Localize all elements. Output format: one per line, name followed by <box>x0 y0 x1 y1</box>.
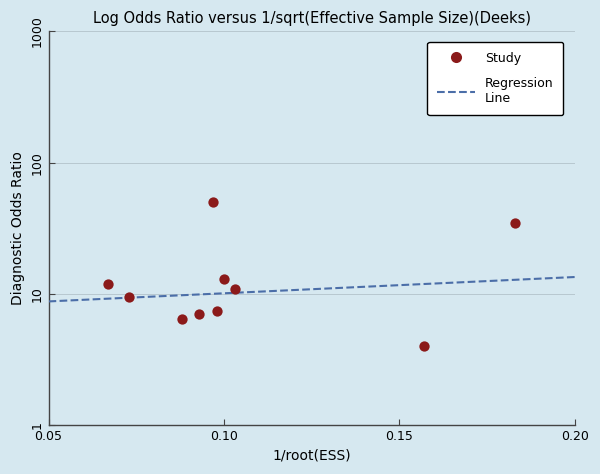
Y-axis label: Diagnostic Odds Ratio: Diagnostic Odds Ratio <box>11 152 25 305</box>
Point <box>511 219 520 227</box>
Point <box>212 307 222 314</box>
Point <box>419 343 429 350</box>
Point <box>230 285 239 292</box>
Point <box>209 199 218 206</box>
Point <box>124 293 134 301</box>
Point <box>219 275 229 283</box>
Point <box>194 310 204 318</box>
X-axis label: 1/root(ESS): 1/root(ESS) <box>272 449 351 463</box>
Point <box>177 315 187 322</box>
Point <box>103 280 113 288</box>
Legend: Study, Regression
Line: Study, Regression Line <box>427 42 563 115</box>
Title: Log Odds Ratio versus 1/sqrt(Effective Sample Size)(Deeks): Log Odds Ratio versus 1/sqrt(Effective S… <box>93 11 531 26</box>
